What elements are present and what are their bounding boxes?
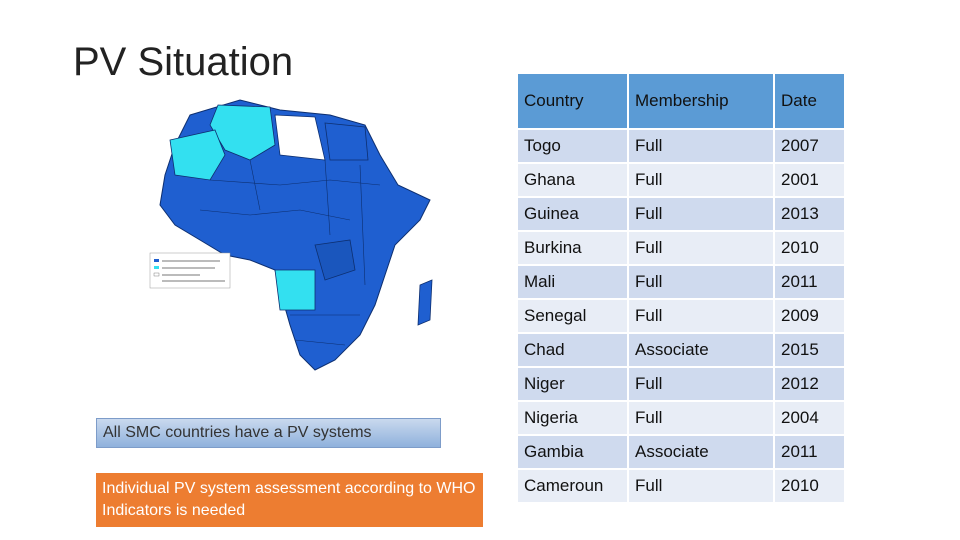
cell-date: 2004 (774, 401, 846, 436)
africa-silhouette (159, 99, 431, 371)
assessment-note: Individual PV system assessment accordin… (96, 473, 483, 527)
africa-map (149, 99, 433, 371)
cell-date: 2001 (774, 163, 846, 198)
table-row: Niger Full 2012 (518, 367, 846, 402)
cell-country: Senegal (518, 299, 629, 334)
cell-date: 2010 (774, 231, 846, 266)
cell-membership: Full (628, 367, 775, 402)
cell-country: Burkina (518, 231, 629, 266)
header-country: Country (518, 74, 629, 130)
slide-title: PV Situation (73, 40, 294, 84)
cell-membership: Associate (628, 435, 775, 470)
egypt-region (324, 122, 369, 161)
smc-note: All SMC countries have a PV systems (96, 418, 441, 448)
cell-date: 2011 (774, 265, 846, 300)
cell-country: Ghana (518, 163, 629, 198)
cell-membership: Full (628, 401, 775, 436)
cell-country: Chad (518, 333, 629, 368)
table-row: Chad Associate 2015 (518, 333, 846, 368)
cell-country: Nigeria (518, 401, 629, 436)
cell-country: Guinea (518, 197, 629, 232)
cell-membership: Full (628, 299, 775, 334)
cell-membership: Full (628, 231, 775, 266)
header-membership: Membership (628, 74, 775, 130)
cell-date: 2007 (774, 129, 846, 164)
table-row: Burkina Full 2010 (518, 231, 846, 266)
header-date: Date (774, 74, 846, 130)
table-row: Senegal Full 2009 (518, 299, 846, 334)
cell-membership: Full (628, 197, 775, 232)
cell-date: 2011 (774, 435, 846, 470)
table-row: Guinea Full 2013 (518, 197, 846, 232)
drc-region (314, 239, 356, 281)
cell-country: Togo (518, 129, 629, 164)
cell-membership: Full (628, 469, 775, 504)
cell-date: 2013 (774, 197, 846, 232)
cell-membership: Associate (628, 333, 775, 368)
madagascar-region (417, 279, 433, 326)
map-legend (149, 252, 231, 289)
cell-membership: Full (628, 265, 775, 300)
cell-country: Gambia (518, 435, 629, 470)
cell-membership: Full (628, 129, 775, 164)
angola-region (274, 269, 316, 311)
table-row: Cameroun Full 2010 (518, 469, 846, 504)
cell-membership: Full (628, 163, 775, 198)
table-row: Ghana Full 2001 (518, 163, 846, 198)
cell-country: Cameroun (518, 469, 629, 504)
cell-date: 2015 (774, 333, 846, 368)
table-row: Togo Full 2007 (518, 129, 846, 164)
cell-date: 2010 (774, 469, 846, 504)
membership-table: Country Membership Date Togo Full 2007 Gha… (518, 74, 846, 504)
table-row: Gambia Associate 2011 (518, 435, 846, 470)
cell-country: Niger (518, 367, 629, 402)
cell-date: 2012 (774, 367, 846, 402)
cell-country: Mali (518, 265, 629, 300)
table-row: Mali Full 2011 (518, 265, 846, 300)
table-row: Nigeria Full 2004 (518, 401, 846, 436)
mauritania-region (169, 129, 226, 181)
cell-date: 2009 (774, 299, 846, 334)
